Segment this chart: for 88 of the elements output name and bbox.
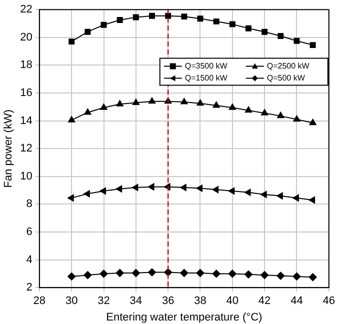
point [68, 116, 76, 122]
point [181, 14, 188, 20]
point [68, 194, 74, 202]
point [213, 18, 220, 24]
y-tick-label: 12 [20, 142, 32, 155]
x-tick-label: 28 [33, 295, 46, 308]
point [100, 22, 107, 28]
point [196, 184, 202, 192]
point [132, 98, 140, 105]
point [310, 42, 316, 48]
point [292, 272, 301, 280]
y-tick-label: 4 [26, 254, 32, 266]
point [228, 270, 236, 278]
point [197, 16, 204, 22]
point [292, 194, 299, 202]
legend-label: Q=2500 kW [266, 61, 310, 70]
legend-label: Q=500 kW [266, 73, 306, 82]
point [277, 112, 284, 118]
point [116, 269, 124, 278]
point [276, 272, 285, 280]
point [180, 184, 186, 192]
point [180, 269, 188, 278]
x-tick-label: 32 [98, 295, 110, 308]
point [212, 270, 220, 278]
point [196, 269, 204, 278]
point [116, 100, 124, 106]
point [278, 33, 284, 39]
legend-label: Q=3500 kW [184, 61, 228, 70]
point [260, 271, 269, 280]
point [228, 187, 235, 195]
point [100, 270, 108, 278]
y-tick-label: 2 [26, 282, 32, 294]
point [261, 109, 268, 116]
point [212, 186, 219, 194]
legend-label: Q=1500 kW [184, 73, 228, 82]
x-tick-label: 36 [162, 295, 174, 308]
point [148, 183, 154, 190]
y-tick-label: 6 [26, 226, 32, 238]
x-tick-label: 46 [322, 295, 336, 308]
point [84, 108, 92, 115]
y-tick-label: 18 [20, 59, 32, 72]
y-tick-label: 14 [20, 114, 32, 127]
point [262, 28, 268, 35]
point [246, 25, 252, 32]
point [116, 17, 123, 23]
x-tick-label: 38 [194, 295, 206, 308]
point [309, 118, 316, 126]
x-tick-label: 42 [258, 295, 271, 308]
point [116, 185, 122, 192]
point [180, 98, 188, 104]
point [212, 102, 220, 108]
point [132, 269, 140, 278]
point [244, 270, 252, 278]
point [294, 38, 300, 44]
point [68, 38, 75, 45]
point [84, 190, 90, 198]
point [84, 28, 91, 35]
point [148, 97, 156, 104]
x-tick-label: 40 [226, 295, 239, 308]
point [244, 106, 252, 113]
y-tick-label: 10 [20, 170, 32, 182]
point [100, 104, 108, 110]
point [260, 190, 267, 198]
point [228, 104, 236, 110]
point [308, 196, 316, 204]
point [308, 273, 317, 282]
point [149, 12, 155, 19]
x-tick-label: 30 [65, 295, 78, 308]
point [244, 188, 251, 196]
x-axis-title: Entering water temperature (°C) [106, 311, 262, 324]
point [132, 14, 139, 20]
point [165, 12, 172, 19]
x-tick-label: 34 [130, 295, 142, 308]
point [148, 268, 156, 276]
point [68, 272, 76, 280]
point [229, 21, 236, 28]
y-tick-label: 20 [20, 31, 32, 44]
y-tick-label: 22 [20, 4, 32, 16]
point [132, 184, 138, 192]
point [84, 271, 92, 280]
y-tick-label: 8 [26, 198, 32, 210]
y-axis-title: Fan power (kW) [2, 109, 15, 188]
x-tick-label: 44 [290, 295, 303, 308]
point [100, 187, 106, 195]
point [196, 99, 204, 106]
y-tick-label: 16 [20, 87, 32, 100]
point [293, 115, 300, 122]
point [276, 192, 283, 200]
